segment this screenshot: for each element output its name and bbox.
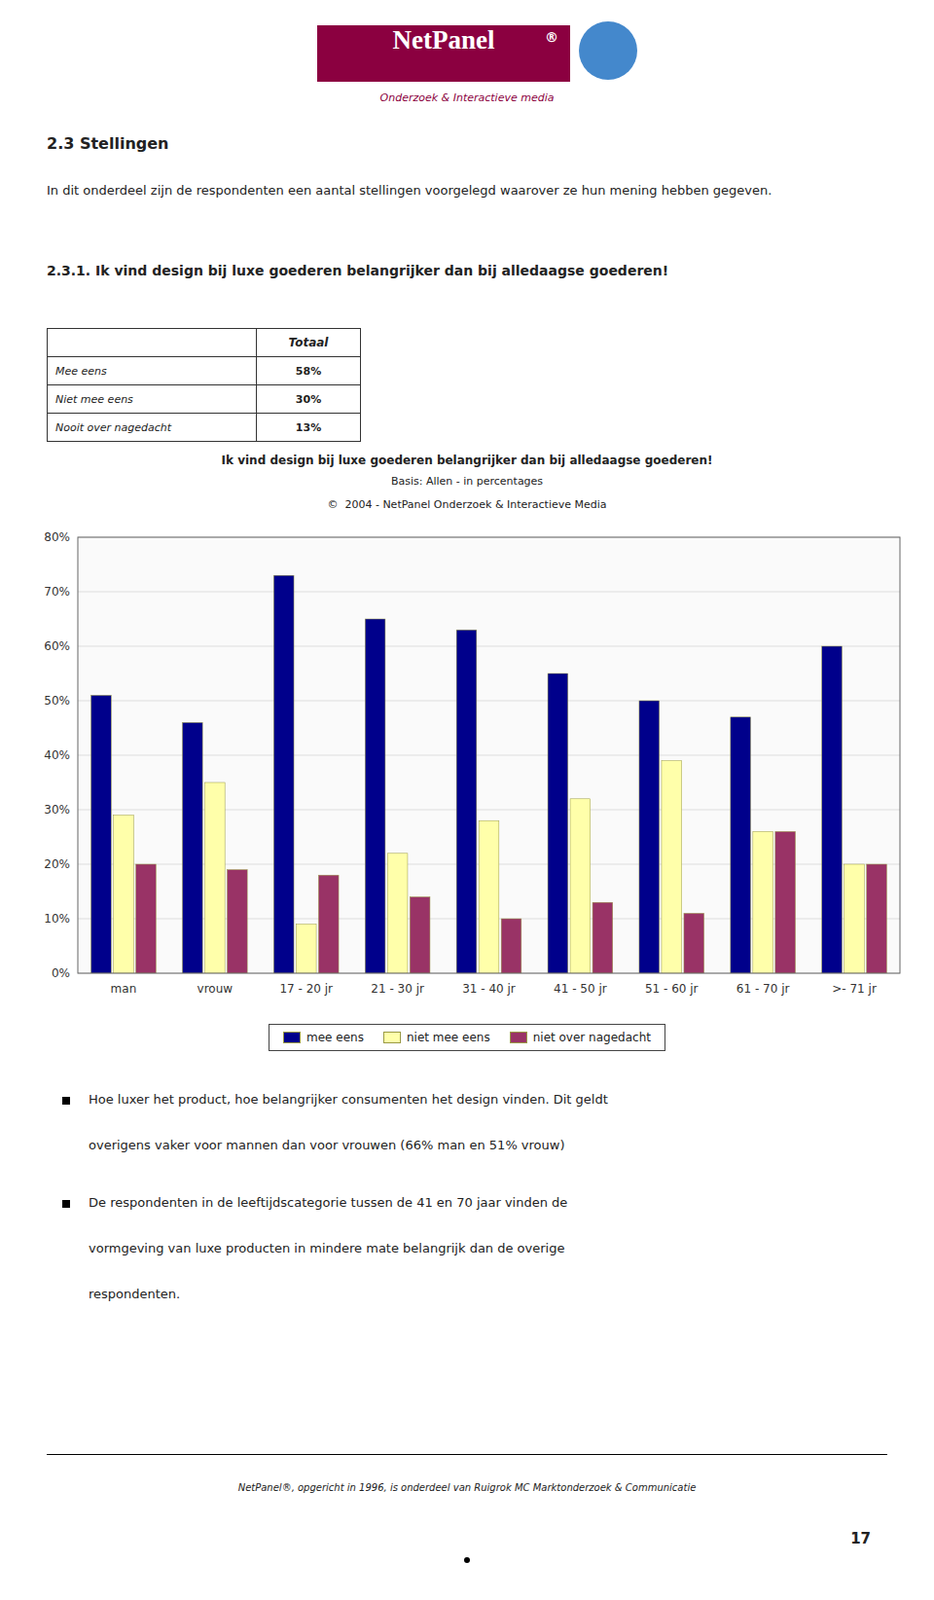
section-title: 2.3.1. Ik vind design bij luxe goederen … — [46, 262, 888, 279]
bar — [822, 646, 843, 973]
y-tick-label: 70% — [43, 584, 71, 599]
legend: mee eens niet mee eens niet over nagedacht — [0, 1023, 934, 1051]
bar — [866, 863, 888, 973]
bar — [318, 874, 339, 973]
y-tick-label: 60% — [43, 639, 71, 653]
bullet-text: De respondenten in de leeftijdscategorie… — [88, 1194, 916, 1210]
y-tick-label: 30% — [43, 802, 71, 817]
bar — [570, 798, 591, 973]
legend-label: niet over nagedacht — [533, 1030, 651, 1044]
bullet-text: vormgeving van luxe producten in mindere… — [88, 1240, 916, 1256]
y-tick-label: 0% — [51, 966, 71, 980]
chart-subtitle: Basis: Allen - in percentages — [38, 474, 896, 488]
bar — [661, 760, 683, 973]
y-tick-label: 20% — [43, 857, 71, 871]
x-tick-label: 21 - 30 jr — [370, 981, 425, 996]
x-tick-label: 31 - 40 jr — [462, 981, 516, 996]
bar — [387, 853, 408, 973]
legend-item: niet mee eens — [383, 1030, 491, 1044]
plot-background — [77, 537, 900, 973]
bar-chart: 0% 10% 20% 30% 40% 50% 60% 70% 80% man vrouw 17 - 2… — [0, 525, 934, 1012]
bar — [205, 782, 226, 973]
bars — [91, 574, 888, 973]
bar — [592, 901, 613, 973]
bar — [113, 815, 135, 973]
table-label: Mee eens — [46, 356, 257, 386]
grid-line — [77, 646, 900, 647]
chart-title: Ik vind design bij luxe goederen belangr… — [38, 453, 896, 467]
bar — [753, 830, 774, 973]
chart-annotation: © 2004 - NetPanel Onderzoek & Interactie… — [38, 498, 896, 511]
x-tick-label: 41 - 50 jr — [553, 981, 608, 996]
legend-box: mee eens niet mee eens niet over nagedacht — [268, 1023, 666, 1051]
bar — [273, 574, 294, 973]
x-tick-label: >- 71 jr — [831, 981, 877, 996]
bar — [478, 820, 500, 973]
table-value: 58% — [255, 356, 361, 386]
bar — [683, 912, 705, 973]
bar — [409, 897, 431, 973]
legend-swatch — [283, 1031, 301, 1043]
header-title: 2.3 Stellingen — [46, 134, 888, 153]
x-tick-label: 17 - 20 jr — [279, 981, 333, 996]
bullet-marker — [62, 1096, 71, 1105]
bar — [295, 924, 317, 973]
y-tick-label: 50% — [43, 693, 71, 708]
bar — [501, 918, 522, 973]
y-tick-label: 40% — [43, 748, 71, 762]
bar — [730, 717, 752, 973]
grid-line — [77, 591, 900, 593]
bar — [456, 629, 477, 973]
bar — [364, 618, 386, 973]
table-cell — [46, 327, 257, 358]
footer-rule — [46, 1453, 888, 1455]
x-tick-label: vrouw — [197, 981, 234, 996]
header-paragraph: In dit onderdeel zijn de respondenten ee… — [46, 180, 888, 201]
footer-note: NetPanel®, opgericht in 1996, is onderde… — [46, 1481, 888, 1493]
bullet-marker — [62, 1199, 71, 1208]
grid-line — [77, 700, 900, 702]
bar — [91, 694, 112, 973]
legend-label: mee eens — [306, 1030, 364, 1044]
bar — [639, 700, 660, 973]
logo-mark: ® — [544, 29, 565, 49]
legend-item: niet over nagedacht — [509, 1030, 651, 1044]
bar — [182, 721, 204, 973]
legend-swatch — [509, 1031, 528, 1043]
table-value: 13% — [255, 412, 361, 442]
x-tick-label: 61 - 70 jr — [736, 981, 791, 996]
table-value: 30% — [255, 384, 361, 414]
bar — [227, 869, 249, 973]
logo-globe — [578, 21, 638, 80]
legend-label: niet mee eens — [406, 1030, 491, 1044]
y-tick-label: 80% — [43, 530, 71, 544]
logo-subtitle: Onderzoek & Interactieve media — [233, 91, 701, 105]
bar — [775, 830, 796, 973]
bullet-text: respondenten. — [88, 1286, 916, 1301]
x-tick-label: 51 - 60 jr — [645, 981, 699, 996]
page-number: 17 — [681, 1529, 871, 1547]
bullet-text: overigens vaker voor mannen dan voor vro… — [88, 1137, 916, 1152]
bar — [547, 673, 569, 973]
footer-dot — [464, 1556, 470, 1563]
logo-text: NetPanel — [317, 25, 571, 82]
table-label: Niet mee eens — [46, 384, 257, 414]
plot-frame — [77, 537, 900, 973]
bullet-text: Hoe luxer het product, hoe belangrijker … — [88, 1091, 916, 1107]
x-tick-label: man — [110, 981, 138, 996]
bar — [136, 863, 157, 973]
table-label: Nooit over nagedacht — [46, 412, 257, 442]
legend-swatch — [383, 1031, 401, 1043]
legend-item: mee eens — [283, 1030, 364, 1044]
y-tick-label: 10% — [43, 911, 71, 926]
table-header: Totaal — [255, 327, 361, 358]
bar — [844, 863, 865, 973]
